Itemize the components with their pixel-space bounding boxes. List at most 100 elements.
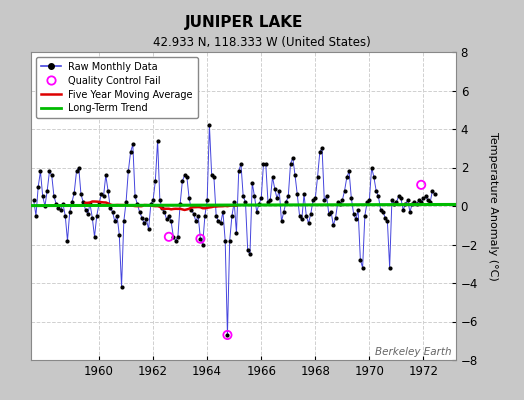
Legend: Raw Monthly Data, Quality Control Fail, Five Year Moving Average, Long-Term Tren: Raw Monthly Data, Quality Control Fail, …: [36, 57, 198, 118]
Point: [361, 212, 369, 219]
Point: [397, 195, 405, 202]
Point: [79, 199, 88, 205]
Point: [113, 212, 121, 219]
Point: [156, 197, 164, 204]
Point: [374, 193, 383, 200]
Point: [426, 199, 434, 205]
Point: [216, 220, 225, 226]
Point: [183, 174, 191, 180]
Point: [237, 160, 245, 167]
Point: [313, 174, 322, 180]
Point: [102, 172, 110, 178]
Point: [201, 212, 209, 219]
Point: [372, 187, 380, 194]
Point: [431, 191, 439, 198]
Point: [106, 205, 114, 211]
Point: [165, 212, 173, 219]
Point: [145, 226, 153, 232]
Point: [142, 216, 150, 223]
Point: [210, 174, 218, 180]
Point: [228, 212, 236, 219]
Point: [329, 222, 337, 228]
Point: [57, 207, 65, 213]
Point: [185, 195, 193, 202]
Point: [259, 160, 268, 167]
Point: [386, 264, 394, 271]
Point: [194, 212, 202, 219]
Point: [379, 208, 387, 215]
Point: [36, 168, 45, 174]
Point: [196, 236, 204, 242]
Point: [117, 284, 126, 290]
Point: [104, 187, 112, 194]
Point: [61, 212, 69, 219]
Point: [205, 122, 214, 128]
Point: [347, 195, 355, 202]
Point: [390, 201, 398, 207]
Point: [90, 234, 99, 240]
Point: [246, 251, 254, 257]
Point: [424, 197, 432, 204]
Point: [365, 197, 374, 204]
Point: [135, 208, 144, 215]
Point: [356, 257, 365, 263]
Point: [392, 199, 400, 205]
Point: [72, 168, 81, 174]
Point: [414, 197, 423, 204]
Point: [203, 197, 211, 204]
Point: [162, 216, 171, 223]
Point: [408, 201, 417, 207]
Point: [381, 214, 389, 221]
Point: [154, 137, 162, 144]
Point: [41, 203, 49, 209]
Point: [307, 210, 315, 217]
Point: [291, 172, 299, 178]
Point: [412, 201, 421, 207]
Point: [140, 220, 148, 226]
Point: [77, 191, 85, 198]
Point: [97, 191, 105, 198]
Point: [311, 195, 320, 202]
Point: [345, 168, 353, 174]
Point: [350, 210, 358, 217]
Point: [68, 199, 76, 205]
Point: [43, 187, 51, 194]
Point: [280, 208, 288, 215]
Point: [86, 201, 94, 207]
Point: [343, 174, 351, 180]
Point: [199, 241, 207, 248]
Point: [223, 332, 232, 338]
Point: [48, 172, 56, 178]
Point: [261, 160, 270, 167]
Point: [293, 191, 301, 198]
Point: [147, 201, 155, 207]
Point: [88, 214, 96, 221]
Point: [81, 207, 90, 213]
Point: [248, 180, 256, 186]
Point: [268, 174, 277, 180]
Point: [273, 195, 281, 202]
Point: [171, 238, 180, 244]
Text: Berkeley Earth: Berkeley Earth: [375, 347, 452, 357]
Point: [370, 174, 378, 180]
Point: [241, 199, 249, 205]
Text: 42.933 N, 118.333 W (United States): 42.933 N, 118.333 W (United States): [153, 36, 371, 49]
Point: [180, 172, 189, 178]
Point: [255, 201, 263, 207]
Point: [341, 187, 349, 194]
Point: [111, 218, 119, 225]
Point: [336, 201, 344, 207]
Point: [309, 197, 317, 204]
Point: [208, 172, 216, 178]
Point: [131, 193, 139, 200]
Point: [95, 201, 103, 207]
Point: [124, 168, 133, 174]
Point: [318, 145, 326, 152]
Point: [66, 208, 74, 215]
Point: [284, 193, 292, 200]
Point: [354, 207, 362, 213]
Point: [187, 207, 195, 213]
Point: [304, 220, 313, 226]
Point: [331, 214, 340, 221]
Title: JUNIPER LAKE: JUNIPER LAKE: [184, 15, 303, 30]
